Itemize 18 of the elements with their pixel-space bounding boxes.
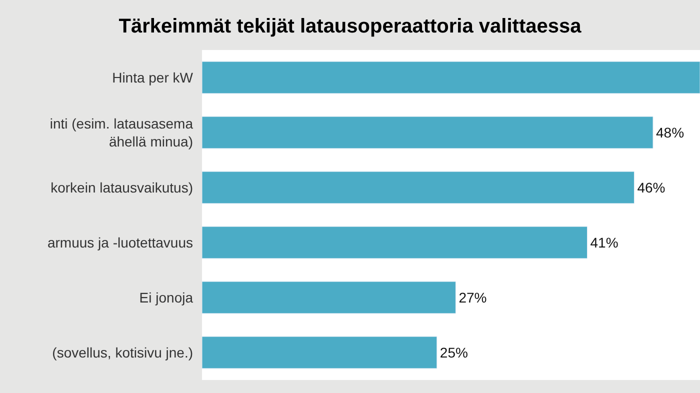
bar <box>202 171 634 204</box>
bar <box>202 226 588 259</box>
y-tick-label: (sovellus, kotisivu jne.) <box>52 344 193 360</box>
bar <box>202 116 654 149</box>
chart-title: Tärkeimmät tekijät latausoperaattoria valittaessa <box>118 16 582 38</box>
y-tick-label: Ei jonoja <box>139 289 194 306</box>
y-tick-label: inti (esim. latausasema ähellä minua) <box>50 115 194 150</box>
data-label: 46% <box>637 180 666 196</box>
bar <box>202 61 700 94</box>
data-label: 27% <box>458 290 487 306</box>
bar <box>202 281 456 314</box>
data-label: 25% <box>440 344 468 360</box>
bar <box>202 336 438 369</box>
y-tick-label: korkein latausvaikutus) <box>50 179 193 196</box>
y-tick-label: Hinta per kW <box>112 69 194 86</box>
data-label: 48% <box>656 124 684 140</box>
y-tick-label: armuus ja -luotettavuus <box>47 234 193 250</box>
data-label: 41% <box>590 234 618 250</box>
